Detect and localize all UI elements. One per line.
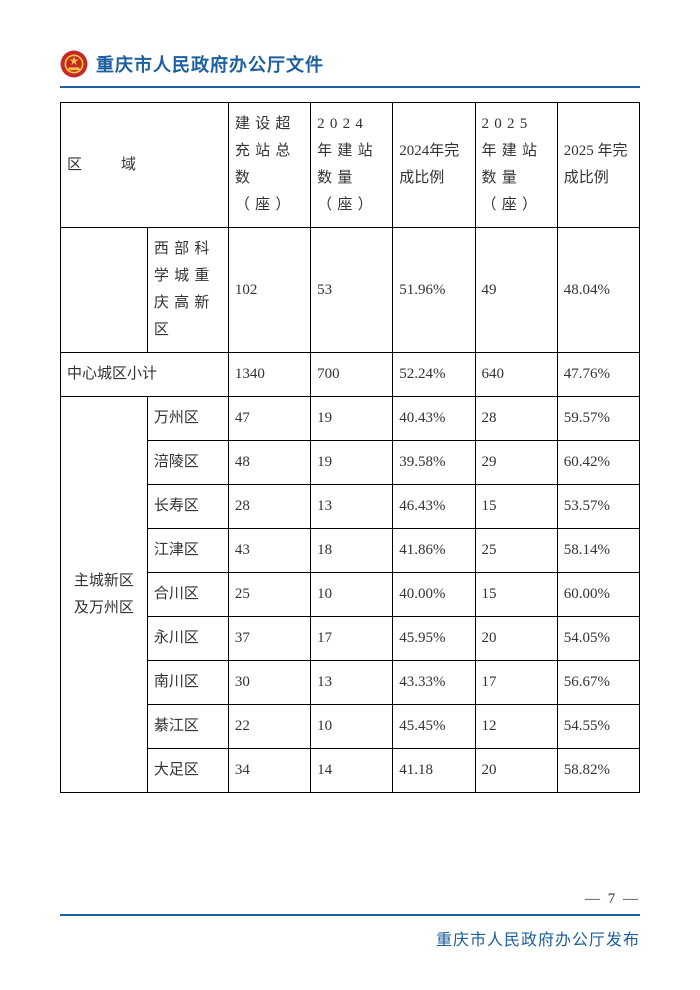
cell-sub: 大足区 <box>147 749 228 793</box>
table-row: 合川区251040.00%1560.00% <box>61 573 640 617</box>
th-region: 区 域 <box>61 103 229 228</box>
cell-y24b: 700 <box>311 353 393 397</box>
cell-y24p: 45.95% <box>393 617 475 661</box>
cell-total: 47 <box>228 397 310 441</box>
cell-y25p: 56.67% <box>557 661 639 705</box>
th-2025-build: 2025 年建站数量（座） <box>475 103 557 228</box>
cell-sub: 江津区 <box>147 529 228 573</box>
page-number: — 7 — <box>60 891 640 914</box>
cell-total: 43 <box>228 529 310 573</box>
cell-total: 28 <box>228 485 310 529</box>
table-row-subtotal: 中心城区小计 1340 700 52.24% 640 47.76% <box>61 353 640 397</box>
cell-y25b: 29 <box>475 441 557 485</box>
cell-sub: 南川区 <box>147 661 228 705</box>
th-2025-pct: 2025 年完成比例 <box>557 103 639 228</box>
cell-y24b: 13 <box>311 661 393 705</box>
cell-y25p: 47.76% <box>557 353 639 397</box>
cell-y25p: 60.42% <box>557 441 639 485</box>
data-table: 区 域 建设超充站总数（座） 2024 年建站数量（座） 2024年完成比例 2… <box>60 102 640 793</box>
table-row: 主城新区及万州区万州区471940.43%2859.57% <box>61 397 640 441</box>
cell-y24b: 14 <box>311 749 393 793</box>
cell-y24p: 39.58% <box>393 441 475 485</box>
cell-total: 22 <box>228 705 310 749</box>
cell-sub: 西部科学城重庆高新区 <box>147 228 228 353</box>
cell-y24b: 19 <box>311 441 393 485</box>
cell-y25b: 28 <box>475 397 557 441</box>
document-header: 重庆市人民政府办公厅文件 <box>60 50 640 88</box>
cell-y24b: 10 <box>311 573 393 617</box>
cell-total: 48 <box>228 441 310 485</box>
cell-group-empty <box>61 228 148 353</box>
cell-y24b: 19 <box>311 397 393 441</box>
cell-sub: 涪陵区 <box>147 441 228 485</box>
cell-y24p: 40.43% <box>393 397 475 441</box>
cell-y25b: 20 <box>475 617 557 661</box>
table-row: 涪陵区481939.58%2960.42% <box>61 441 640 485</box>
national-emblem-icon <box>60 50 88 78</box>
cell-sub: 綦江区 <box>147 705 228 749</box>
cell-group-label: 主城新区及万州区 <box>61 397 148 793</box>
cell-y25p: 58.14% <box>557 529 639 573</box>
cell-total: 37 <box>228 617 310 661</box>
cell-y24b: 10 <box>311 705 393 749</box>
cell-y25b: 25 <box>475 529 557 573</box>
cell-total: 34 <box>228 749 310 793</box>
cell-y25b: 49 <box>475 228 557 353</box>
cell-y25p: 60.00% <box>557 573 639 617</box>
cell-y24p: 43.33% <box>393 661 475 705</box>
cell-y24p: 41.18 <box>393 749 475 793</box>
cell-total: 30 <box>228 661 310 705</box>
cell-y25p: 58.82% <box>557 749 639 793</box>
table-row: 綦江区221045.45%1254.55% <box>61 705 640 749</box>
header-title: 重庆市人民政府办公厅文件 <box>96 51 324 77</box>
cell-y25b: 15 <box>475 573 557 617</box>
th-total: 建设超充站总数（座） <box>228 103 310 228</box>
table-row: 大足区341441.182058.82% <box>61 749 640 793</box>
th-2024-pct: 2024年完成比例 <box>393 103 475 228</box>
th-2024-build: 2024 年建站数量（座） <box>311 103 393 228</box>
table-row: 南川区301343.33%1756.67% <box>61 661 640 705</box>
cell-y25b: 12 <box>475 705 557 749</box>
cell-y25p: 54.55% <box>557 705 639 749</box>
cell-total: 25 <box>228 573 310 617</box>
cell-total: 102 <box>228 228 310 353</box>
cell-y24b: 17 <box>311 617 393 661</box>
cell-sub: 万州区 <box>147 397 228 441</box>
cell-y24b: 18 <box>311 529 393 573</box>
cell-y25b: 15 <box>475 485 557 529</box>
table-row: 永川区371745.95%2054.05% <box>61 617 640 661</box>
cell-y25b: 640 <box>475 353 557 397</box>
table-row: 西部科学城重庆高新区 102 53 51.96% 49 48.04% <box>61 228 640 353</box>
cell-y24p: 46.43% <box>393 485 475 529</box>
cell-sub: 永川区 <box>147 617 228 661</box>
cell-y24p: 40.00% <box>393 573 475 617</box>
table-row: 长寿区281346.43%1553.57% <box>61 485 640 529</box>
cell-y24b: 53 <box>311 228 393 353</box>
footer-publisher: 重庆市人民政府办公厅发布 <box>60 926 640 950</box>
cell-y25p: 59.57% <box>557 397 639 441</box>
cell-y24p: 45.45% <box>393 705 475 749</box>
cell-y25p: 48.04% <box>557 228 639 353</box>
cell-subtotal-label: 中心城区小计 <box>61 353 229 397</box>
cell-total: 1340 <box>228 353 310 397</box>
cell-sub: 长寿区 <box>147 485 228 529</box>
cell-y25p: 53.57% <box>557 485 639 529</box>
cell-sub: 合川区 <box>147 573 228 617</box>
cell-y24p: 51.96% <box>393 228 475 353</box>
cell-y25p: 54.05% <box>557 617 639 661</box>
table-header-row: 区 域 建设超充站总数（座） 2024 年建站数量（座） 2024年完成比例 2… <box>61 103 640 228</box>
cell-y24b: 13 <box>311 485 393 529</box>
cell-y24p: 41.86% <box>393 529 475 573</box>
cell-y25b: 20 <box>475 749 557 793</box>
page-footer: — 7 — 重庆市人民政府办公厅发布 <box>60 891 640 950</box>
cell-y24p: 52.24% <box>393 353 475 397</box>
table-row: 江津区431841.86%2558.14% <box>61 529 640 573</box>
cell-y25b: 17 <box>475 661 557 705</box>
footer-divider <box>60 914 640 916</box>
